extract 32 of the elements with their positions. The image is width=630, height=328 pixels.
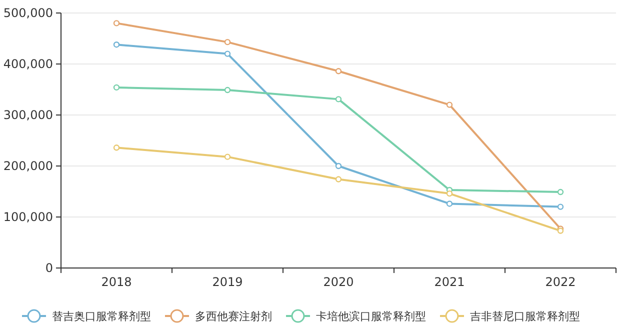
- point: [335, 162, 342, 170]
- x-tick-label: 2021: [434, 275, 465, 289]
- legend-label: 多西他赛注射剂: [195, 310, 272, 323]
- y-tick-label: 300,000: [3, 108, 53, 122]
- x-tick-label: 2020: [323, 275, 354, 289]
- point: [335, 176, 342, 182]
- point: [335, 96, 342, 102]
- legend-label: 替吉奥口服常释剂型: [52, 310, 151, 323]
- y-tick-label: 400,000: [3, 57, 53, 71]
- point: [113, 42, 120, 48]
- x-tick-label: 2019: [212, 275, 243, 289]
- point: [335, 68, 342, 74]
- point: [224, 154, 231, 160]
- point: [557, 204, 564, 210]
- y-tick-label: 100,000: [3, 210, 53, 224]
- point: [113, 84, 120, 91]
- y-tick-label: 200,000: [3, 159, 53, 173]
- x-tick-label: 2018: [101, 275, 132, 289]
- point: [446, 102, 453, 108]
- point: [224, 50, 231, 57]
- point: [224, 86, 231, 94]
- point: [224, 38, 231, 46]
- legend-label: 吉非替尼口服常释剂型: [470, 310, 580, 323]
- y-tick-label: 500,000: [3, 6, 53, 20]
- y-tick-label: 0: [45, 261, 53, 275]
- point: [113, 144, 120, 151]
- point: [113, 20, 120, 26]
- point: [446, 190, 453, 197]
- point: [557, 188, 564, 196]
- x-tick-label: 2022: [545, 275, 576, 289]
- legend-label: 卡培他滨口服常释剂型: [316, 310, 426, 323]
- point: [446, 200, 453, 207]
